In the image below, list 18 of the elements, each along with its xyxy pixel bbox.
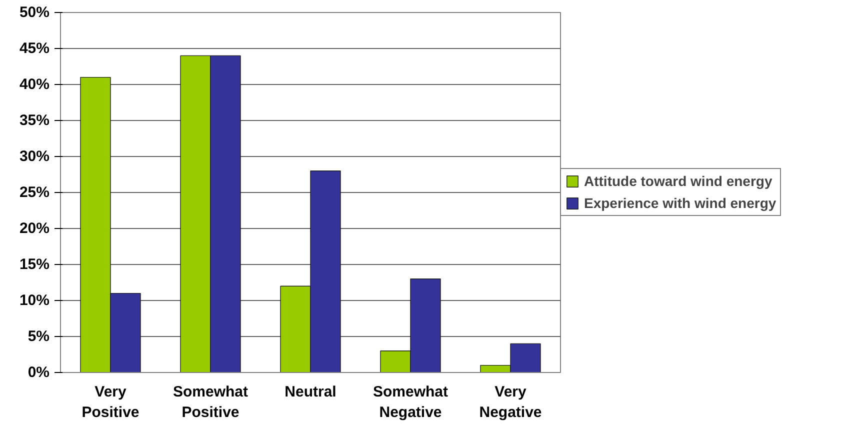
legend-label: Experience with wind energy	[584, 195, 776, 211]
x-tick-label: Somewhat Negative	[372, 384, 448, 421]
y-tick-label: 45%	[19, 40, 50, 57]
y-tick-label: 20%	[19, 220, 50, 237]
y-tick-label: 35%	[19, 112, 50, 129]
x-tick-label: Somewhat Positive	[172, 384, 248, 421]
y-tick-label: 25%	[19, 184, 50, 201]
y-tick-label: 10%	[19, 292, 50, 309]
legend-label: Attitude toward wind energy	[584, 173, 772, 189]
y-tick-label: 30%	[19, 148, 50, 165]
y-tick-label: 40%	[19, 76, 50, 93]
y-tick-label: 15%	[19, 256, 50, 273]
x-tick-label: Very Positive	[82, 384, 140, 421]
x-tick-label: Very Negative	[479, 384, 542, 421]
x-tick-label: Neutral	[284, 384, 336, 400]
y-tick-label: 5%	[28, 328, 50, 345]
y-tick-label: 0%	[28, 364, 50, 381]
y-tick-label: 50%	[19, 4, 50, 21]
